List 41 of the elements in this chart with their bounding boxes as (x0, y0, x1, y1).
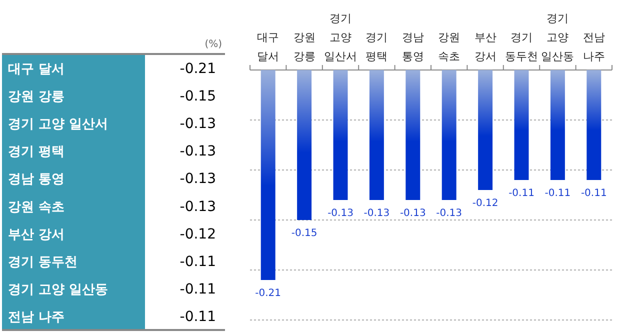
x-tick-label: 대구 달서 (257, 31, 280, 63)
x-tick-label: 경기 평택 (366, 31, 388, 63)
data-label: -0.11 (580, 188, 607, 199)
data-label: -0.11 (180, 254, 216, 270)
category-label: 경기 평택 (8, 144, 65, 160)
data-label: -0.21 (180, 60, 216, 77)
data-label: -0.21 (255, 288, 282, 299)
category-label: 대구 달서 (8, 62, 65, 77)
category-label: 경기 동두천 (8, 255, 78, 270)
x-tick-label: 경기 고양 일산서 (324, 12, 357, 63)
data-label: -0.11 (544, 188, 571, 199)
data-label: -0.13 (180, 198, 216, 215)
data-label: -0.11 (180, 282, 216, 298)
data-label: -0.13 (436, 208, 462, 219)
category-label: 경남 통영 (8, 172, 65, 188)
x-tick-label: 경기 고양 일산동 (541, 12, 574, 63)
data-label: -0.12 (180, 226, 216, 242)
data-label: -0.11 (508, 188, 534, 199)
category-label: 경기 고양 일산서 (8, 117, 108, 132)
data-label: -0.13 (400, 208, 426, 219)
data-label: -0.11 (180, 309, 216, 326)
category-label: 강원 속초 (8, 200, 65, 215)
category-label: 강원 강릉 (8, 89, 65, 104)
x-tick-label: 경남 통영 (402, 31, 424, 63)
data-label: -0.13 (180, 116, 216, 132)
data-label: -0.15 (180, 88, 216, 104)
data-label: -0.13 (180, 171, 216, 188)
data-label: -0.15 (291, 228, 318, 239)
x-tick-label: 전남 나주 (582, 31, 605, 63)
data-label: -0.13 (180, 144, 216, 160)
data-label: -0.13 (364, 208, 390, 219)
category-label: 부산 강서 (8, 227, 65, 242)
data-label: -0.13 (328, 208, 354, 219)
x-tick-label: 경기 동두천 (505, 31, 538, 63)
data-label: -0.12 (472, 198, 498, 209)
text: (%) (204, 39, 222, 50)
category-label: 전남 나주 (8, 310, 65, 326)
x-tick-label: 강원 속초 (438, 31, 460, 63)
x-tick-label: 강원 강릉 (293, 31, 316, 63)
x-tick-label: 부산 강서 (474, 31, 496, 63)
category-label: 경기 고양 일산동 (8, 282, 108, 298)
